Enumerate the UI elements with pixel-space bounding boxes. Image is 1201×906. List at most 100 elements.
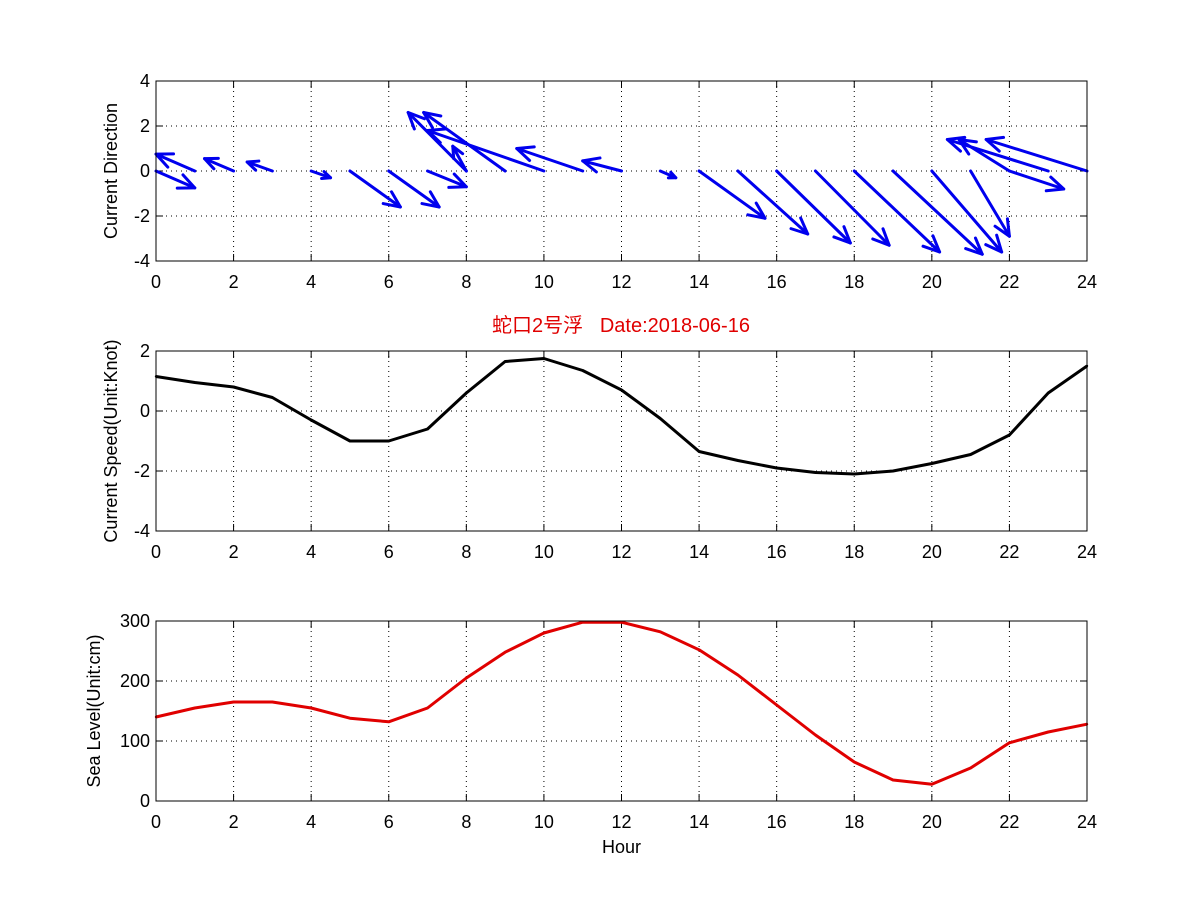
current-speed-data-point bbox=[814, 471, 817, 474]
current-speed-data-point bbox=[426, 427, 429, 431]
sea-level-y-tick-label: 0 bbox=[140, 791, 150, 811]
quiver-arrow-head bbox=[789, 216, 810, 236]
current-direction-x-tick-label: 0 bbox=[151, 272, 161, 292]
sea-level-data-point bbox=[969, 766, 972, 770]
sea-level-x-tick-label: 0 bbox=[151, 812, 161, 832]
current-direction-x-tick-label: 4 bbox=[306, 272, 316, 292]
current-speed-data-point bbox=[1047, 391, 1050, 395]
sea-level-data-point bbox=[271, 700, 274, 704]
quiver-arrow-head bbox=[381, 190, 402, 209]
current-speed-data-point bbox=[465, 391, 468, 395]
quiver-arrow-head bbox=[984, 233, 1004, 254]
sea-level-data-point bbox=[775, 703, 778, 707]
sea-level-data-point bbox=[1008, 741, 1011, 744]
sea-level-data-point bbox=[891, 778, 895, 782]
quiver-arrow-shaft bbox=[406, 111, 468, 173]
quiver-arrow-head bbox=[451, 144, 465, 161]
quiver-arrow-shaft bbox=[775, 169, 852, 245]
current-direction-x-tick-label: 20 bbox=[922, 272, 942, 292]
current-speed-data-point bbox=[503, 360, 507, 363]
current-speed-data-point bbox=[775, 466, 778, 470]
current-direction-x-tick-label: 24 bbox=[1077, 272, 1097, 292]
current-speed-data-point bbox=[542, 357, 546, 360]
current-direction-x-tick-label: 10 bbox=[534, 272, 554, 292]
quiver-arrow bbox=[309, 169, 333, 181]
quiver-arrow-shaft bbox=[426, 169, 468, 189]
quiver-arrow-shaft bbox=[245, 160, 274, 173]
current-speed-x-tick-label: 24 bbox=[1077, 542, 1097, 562]
quiver-arrow-head bbox=[515, 145, 536, 162]
sea-level-x-axis-label: Hour bbox=[602, 837, 641, 857]
quiver-arrow-shaft bbox=[813, 169, 891, 247]
current-speed-x-tick-label: 0 bbox=[151, 542, 161, 562]
quiver-arrow-head bbox=[832, 225, 852, 245]
current-speed-x-tick-label: 6 bbox=[384, 542, 394, 562]
sea-level-data-point bbox=[309, 706, 313, 710]
sea-level-x-tick-label: 18 bbox=[844, 812, 864, 832]
sea-level-x-tick-label: 24 bbox=[1077, 812, 1097, 832]
current-speed-axes-frame bbox=[155, 350, 1088, 532]
current-speed-x-tick-label: 22 bbox=[999, 542, 1019, 562]
sea-level-axes-frame bbox=[155, 620, 1088, 802]
sea-level-data-point bbox=[503, 651, 507, 654]
current-speed-x-tick-label: 18 bbox=[844, 542, 864, 562]
current-speed-x-tick-label: 12 bbox=[611, 542, 631, 562]
quiver-arrow bbox=[154, 169, 197, 190]
quiver-arrow bbox=[1007, 169, 1066, 193]
current-direction-x-tick-label: 8 bbox=[461, 272, 471, 292]
current-speed-data-point bbox=[853, 472, 856, 476]
current-speed-x-tick-label: 8 bbox=[461, 542, 471, 562]
current-direction-y-tick-label: 4 bbox=[140, 71, 150, 91]
current-speed-data-point bbox=[1008, 433, 1011, 437]
quiver-arrow-shaft bbox=[154, 152, 197, 173]
current-direction-x-tick-label: 22 bbox=[999, 272, 1019, 292]
sea-level-data-point bbox=[814, 733, 817, 737]
quiver-arrow bbox=[515, 145, 585, 173]
quiver-arrow bbox=[969, 169, 1011, 238]
quiver-arrow-shaft bbox=[891, 169, 984, 256]
sea-level-x-tick-label: 6 bbox=[384, 812, 394, 832]
quiver-arrow-shaft bbox=[581, 159, 623, 173]
sea-level-x-tick-label: 4 bbox=[306, 812, 316, 832]
current-direction-x-tick-label: 18 bbox=[844, 272, 864, 292]
sea-level-x-tick-label: 8 bbox=[461, 812, 471, 832]
quiver-arrow bbox=[245, 159, 274, 173]
quiver-arrow bbox=[426, 169, 468, 189]
quiver-arrow-shaft bbox=[945, 138, 1050, 173]
current-direction-x-tick-label: 14 bbox=[689, 272, 709, 292]
quiver-arrow bbox=[891, 169, 984, 256]
quiver-arrow-head bbox=[320, 170, 333, 181]
sea-level-data-point bbox=[348, 717, 352, 720]
current-direction-y-tick-label: -2 bbox=[134, 206, 150, 226]
quiver-arrow bbox=[387, 169, 441, 209]
sea-level-data-point bbox=[193, 706, 196, 710]
sea-level-data-point bbox=[659, 630, 662, 633]
sea-level-data-point bbox=[1047, 730, 1050, 734]
quiver-arrow-head bbox=[202, 156, 220, 171]
current-speed-data-point bbox=[193, 381, 196, 384]
quiver-arrow-head bbox=[1044, 175, 1066, 193]
current-speed-x-tick-label: 4 bbox=[306, 542, 316, 562]
quiver-arrow-head bbox=[945, 135, 967, 153]
sea-level-y-axis-label: Sea Level(Unit:cm) bbox=[84, 634, 104, 787]
quiver-arrow-head bbox=[175, 173, 197, 190]
current-speed-data-point bbox=[581, 369, 584, 372]
sea-level-y-tick-label: 100 bbox=[120, 731, 150, 751]
quiver-arrow-head bbox=[420, 190, 441, 209]
current-speed-y-tick-label: -4 bbox=[134, 521, 150, 541]
current-direction-x-tick-label: 12 bbox=[611, 272, 631, 292]
current-direction-y-tick-label: 2 bbox=[140, 116, 150, 136]
current-speed-data-point bbox=[348, 439, 352, 443]
quiver-arrow-shaft bbox=[930, 169, 1004, 254]
current-direction-x-tick-label: 2 bbox=[229, 272, 239, 292]
quiver-arrow-shaft bbox=[387, 169, 441, 209]
quiver-arrow-shaft bbox=[154, 169, 197, 190]
quiver-arrow-head bbox=[964, 236, 984, 256]
quiver-arrow bbox=[945, 135, 1050, 173]
current-speed-x-tick-label: 14 bbox=[689, 542, 709, 562]
sea-level-x-tick-label: 20 bbox=[922, 812, 942, 832]
quiver-arrow bbox=[348, 169, 402, 209]
current-speed-data-point bbox=[620, 388, 623, 392]
